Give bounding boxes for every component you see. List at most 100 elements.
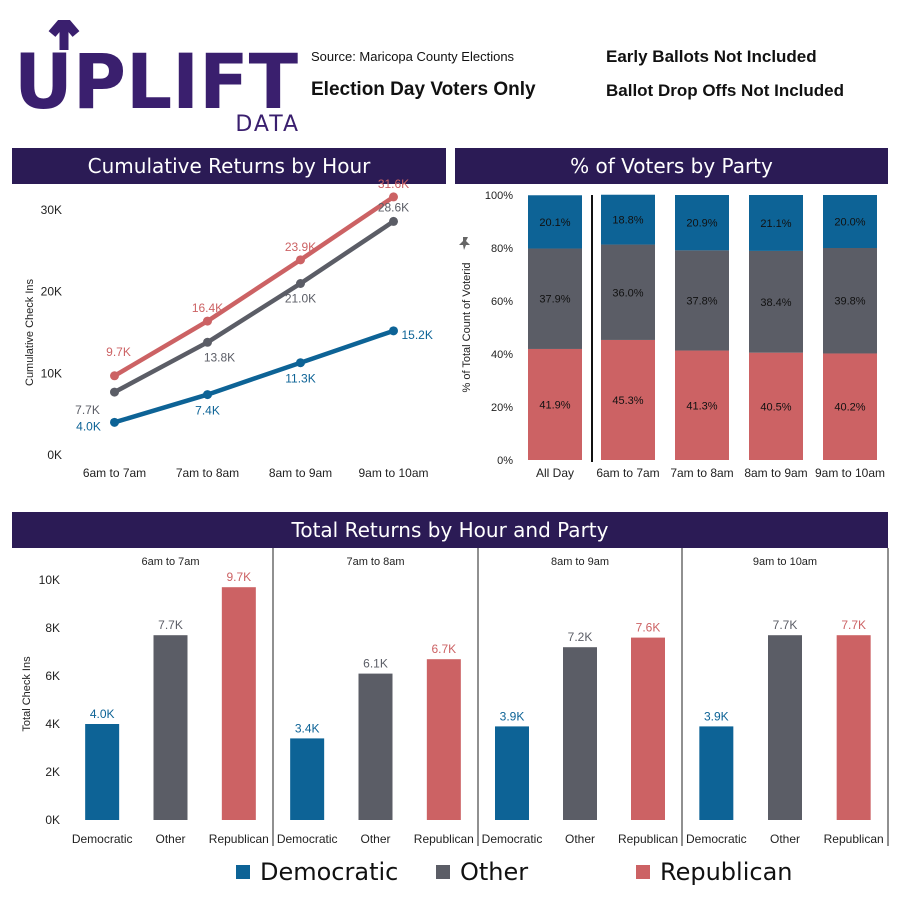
x-tick-label: Other	[565, 832, 595, 846]
segment-democratic	[675, 195, 729, 251]
x-tick-label: All Day	[536, 466, 574, 480]
x-tick-label: 9am to 10am	[815, 466, 885, 480]
segment-other	[823, 248, 877, 354]
segment-democratic	[823, 195, 877, 248]
bar-democratic	[495, 726, 529, 820]
data-label-republican: 16.4K	[192, 301, 223, 315]
y-axis-label: Cumulative Check Ins	[24, 279, 36, 386]
segment-label-other: 36.0%	[612, 287, 643, 299]
legend-label-democratic: Democratic	[260, 858, 399, 886]
segment-republican	[528, 348, 582, 460]
segment-democratic	[749, 195, 803, 251]
stacked-chart-title: % of Voters by Party	[455, 148, 888, 184]
y-tick-label: 0K	[45, 813, 60, 827]
bar-label-other: 7.2K	[568, 630, 593, 644]
data-label-other: 21.0K	[285, 292, 316, 306]
y-tick-label: 20%	[491, 402, 513, 414]
legend-item-republican: Republican	[636, 852, 793, 892]
legend-item-democratic: Democratic	[236, 852, 398, 892]
data-label-democratic: 15.2K	[402, 328, 433, 342]
segment-label-republican: 41.9%	[539, 399, 570, 411]
data-label-other: 28.6K	[378, 200, 409, 214]
segment-other	[601, 244, 655, 340]
x-tick-label: Democratic	[482, 832, 543, 846]
legend-swatch-democratic	[236, 865, 250, 879]
point-democratic	[110, 417, 119, 427]
bar-label-democratic: 4.0K	[90, 707, 115, 721]
point-other	[296, 279, 305, 288]
bar-label-republican: 6.7K	[431, 642, 456, 656]
x-tick-label: Democratic	[277, 832, 338, 846]
x-tick-label: Republican	[209, 832, 269, 846]
segment-label-other: 37.9%	[539, 294, 570, 306]
panel-title: 6am to 7am	[141, 556, 199, 568]
party-percent-stacked-chart: % of Total Count of Voterid 0% 20% 40% 60% 80…	[450, 185, 900, 485]
logo-arrow-icon	[48, 13, 80, 50]
segment-label-democratic: 20.9%	[686, 218, 717, 230]
x-tick-label: 8am to 9am	[744, 466, 807, 480]
point-democratic	[203, 390, 212, 400]
bar-other	[358, 673, 393, 820]
bar-label-democratic: 3.4K	[295, 721, 320, 735]
x-tick-label: Democratic	[686, 832, 747, 846]
panel-title: 9am to 10am	[753, 556, 817, 568]
y-axis-label: Total Check Ins	[21, 656, 33, 732]
y-tick-label: 20K	[41, 285, 62, 299]
bar-democratic	[290, 738, 325, 820]
bar-democratic	[699, 726, 734, 820]
data-label-republican: 31.6K	[378, 177, 409, 191]
y-tick-label: 60%	[491, 296, 513, 308]
x-tick-label: 7am to 8am	[176, 466, 239, 480]
bar-other	[768, 635, 802, 820]
bar-chart-title: Total Returns by Hour and Party	[12, 512, 888, 548]
segment-label-republican: 40.5%	[760, 401, 791, 413]
bar-label-republican: 9.7K	[226, 570, 251, 584]
segment-other	[749, 250, 803, 353]
point-republican	[110, 371, 119, 381]
x-tick-label: Other	[155, 832, 185, 846]
y-tick-label: 6K	[45, 669, 60, 683]
cumulative-line-chart: Cumulative Check Ins 0K 10K 20K 30K 6am to 7a…	[0, 177, 450, 485]
source-text: Source: Maricopa County Elections	[311, 49, 515, 64]
bar-label-republican: 7.6K	[636, 621, 661, 635]
legend-label-other: Other	[460, 858, 529, 886]
bar-republican	[631, 637, 665, 820]
segment-label-other: 38.4%	[760, 297, 791, 309]
x-tick-label: Republican	[618, 832, 678, 846]
y-tick-label: 4K	[45, 717, 60, 731]
subtitle-text: Election Day Voters Only	[311, 79, 536, 100]
x-tick-label: 6am to 7am	[83, 466, 146, 480]
hourly-party-bar-chart: Total Check Ins 0K 2K 4K 6K 8K 10K 6am to 7am 4.…	[0, 548, 900, 850]
segment-label-democratic: 21.1%	[760, 218, 791, 230]
bar-other	[563, 647, 597, 820]
bar-democratic	[85, 724, 120, 820]
panel-title: 7am to 8am	[346, 556, 404, 568]
y-tick-label: 10K	[39, 573, 60, 587]
point-republican	[296, 255, 305, 265]
y-tick-label: 80%	[491, 243, 513, 255]
bar-label-republican: 7.7K	[841, 618, 866, 632]
bar-republican	[426, 659, 461, 820]
x-tick-label: 6am to 7am	[596, 466, 659, 480]
bar-label-democratic: 3.9K	[500, 709, 525, 723]
line-democratic	[112, 328, 396, 425]
y-tick-label: 30K	[41, 203, 62, 217]
pin-icon	[459, 237, 470, 250]
data-label-democratic: 7.4K	[195, 404, 220, 418]
y-tick-label: 40%	[491, 349, 513, 361]
segment-other	[675, 250, 729, 351]
segment-label-other: 37.8%	[686, 295, 717, 307]
note-early-ballots: Early Ballots Not Included	[606, 47, 817, 66]
y-tick-label: 10K	[41, 366, 62, 380]
data-label-other: 13.8K	[204, 350, 235, 364]
segment-label-democratic: 18.8%	[612, 215, 643, 227]
data-label-republican: 9.7K	[106, 345, 131, 359]
segment-democratic	[528, 195, 582, 249]
logo-sub: DATA	[235, 112, 300, 135]
y-tick-label: 100%	[485, 190, 513, 202]
bar-label-democratic: 3.9K	[704, 709, 729, 723]
segment-label-republican: 41.3%	[686, 400, 717, 412]
x-tick-label: Republican	[824, 832, 884, 846]
data-label-democratic: 11.3K	[285, 372, 315, 386]
segment-other	[528, 248, 582, 349]
